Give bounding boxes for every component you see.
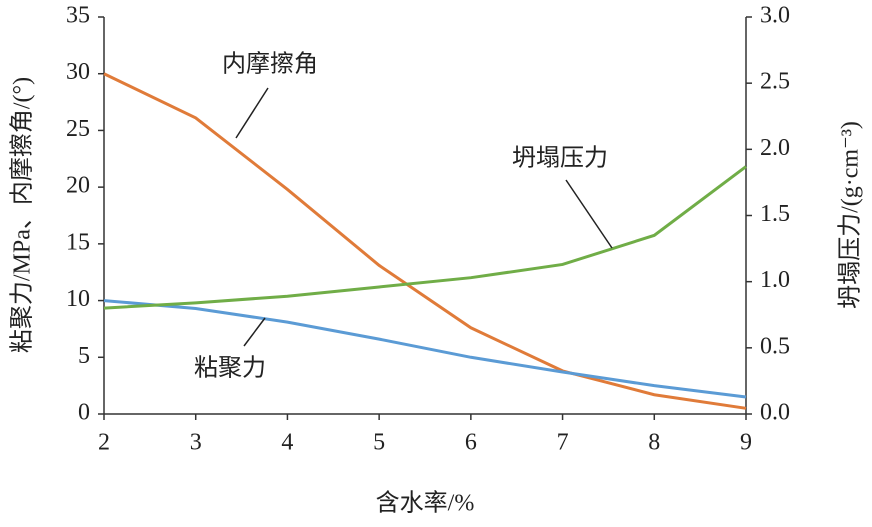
y-tick-label: 25 xyxy=(66,116,90,142)
y-axis-title: 粘聚力/MPa、内摩擦角/(°) xyxy=(9,77,36,353)
y-tick-label: 5 xyxy=(78,343,90,369)
series-line xyxy=(103,165,747,310)
x-axis-title: 含水率/% xyxy=(376,490,475,517)
y2-tick-label: 1.5 xyxy=(760,201,790,227)
x-tick-label: 9 xyxy=(740,430,752,456)
y-tick-label: 10 xyxy=(66,286,90,312)
series-line xyxy=(103,72,747,410)
y2-tick-label: 2.5 xyxy=(760,69,790,95)
series-line xyxy=(103,299,747,399)
series-label: 粘聚力 xyxy=(194,355,266,382)
series-label: 内摩擦角 xyxy=(222,51,318,78)
x-tick-label: 3 xyxy=(190,430,202,456)
y2-tick-label: 0.5 xyxy=(760,333,790,359)
annotation-leader xyxy=(243,317,266,347)
x-tick-label: 4 xyxy=(281,430,293,456)
x-tick-label: 7 xyxy=(557,430,569,456)
y2-tick-label: 1.0 xyxy=(760,267,790,293)
y2-tick-label: 2.0 xyxy=(760,135,790,161)
y-tick-label: 15 xyxy=(66,229,90,255)
y2-tick-label: 3.0 xyxy=(760,3,790,29)
y-tick-label: 35 xyxy=(66,3,90,29)
y-tick-label: 30 xyxy=(66,59,90,85)
x-tick-label: 6 xyxy=(465,430,477,456)
x-tick-label: 5 xyxy=(373,430,385,456)
annotation-leader xyxy=(235,87,269,139)
annotation-leader xyxy=(565,179,613,249)
x-tick-label: 2 xyxy=(98,430,110,456)
y-tick-label: 0 xyxy=(78,400,90,426)
series-label: 坍塌压力 xyxy=(512,145,608,172)
x-tick-label: 8 xyxy=(648,430,660,456)
y2-tick-label: 0.0 xyxy=(760,400,790,426)
y2-axis-title: 坍塌压力/(g·cm⁻³) xyxy=(837,121,864,309)
y-tick-label: 20 xyxy=(66,173,90,199)
